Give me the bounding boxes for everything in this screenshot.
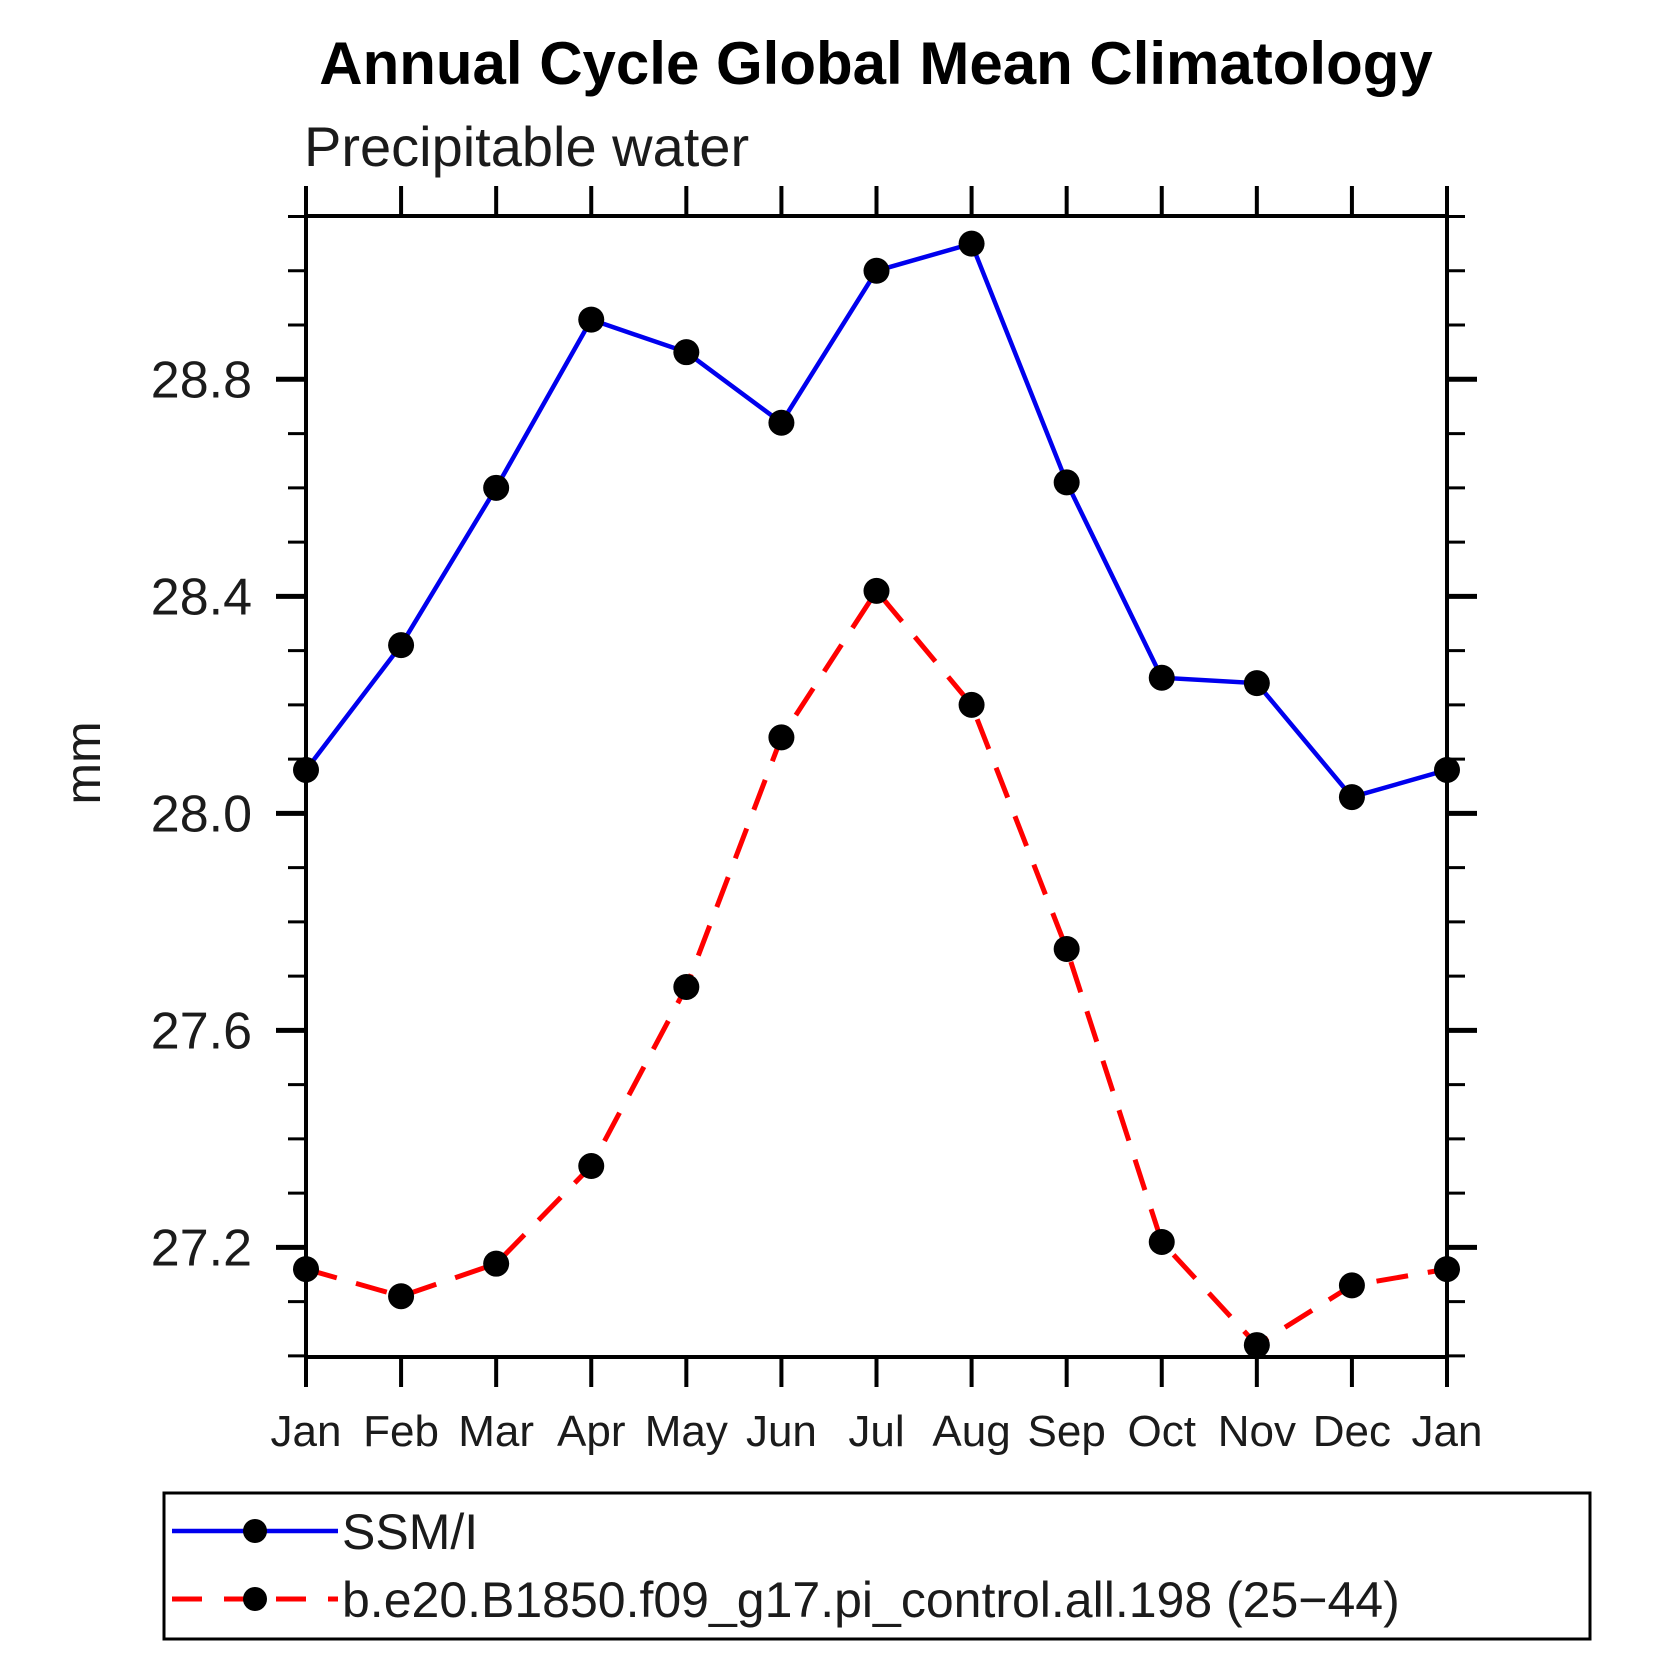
- x-tick-label: Jan: [1412, 1407, 1483, 1456]
- data-point-0: [1053, 469, 1080, 496]
- data-point-0: [483, 474, 510, 501]
- data-point-0: [1243, 670, 1270, 697]
- data-point-1: [1243, 1332, 1270, 1359]
- data-point-1: [673, 973, 700, 1000]
- data-point-1: [1053, 935, 1080, 962]
- y-tick-label: 27.2: [151, 1219, 252, 1277]
- series-line-0: [304, 240, 1448, 800]
- data-point-1: [578, 1153, 605, 1180]
- legend-box: [162, 1491, 1592, 1641]
- legend-label-ssmi: SSM/I: [342, 1504, 478, 1560]
- legend-label-model: b.e20.B1850.f09_g17.pi_control.all.198 (…: [342, 1572, 1400, 1628]
- x-tick-label: Nov: [1218, 1407, 1296, 1456]
- x-tick-label: Oct: [1128, 1407, 1196, 1456]
- x-tick-label: Apr: [557, 1407, 625, 1456]
- chart-subtitle: Precipitable water: [304, 115, 749, 178]
- legend-marker-model: [243, 1587, 267, 1611]
- data-point-0: [388, 632, 415, 659]
- data-point-0: [1434, 756, 1460, 783]
- data-point-0: [578, 306, 605, 333]
- data-point-0: [958, 230, 985, 257]
- data-point-1: [1338, 1272, 1365, 1299]
- data-point-0: [673, 339, 700, 366]
- data-point-0: [1148, 664, 1175, 691]
- y-tick-labels: 27.2 27.6 28.0 28.4 28.8: [151, 351, 252, 1277]
- x-tick-label: Jan: [271, 1407, 342, 1456]
- data-point-1: [958, 691, 985, 718]
- axis-ticks: [276, 186, 1477, 1387]
- x-tick-label: Feb: [363, 1407, 439, 1456]
- data-point-1: [863, 577, 890, 604]
- data-point-0: [863, 257, 890, 284]
- data-series: [293, 230, 1460, 1359]
- data-point-1: [1148, 1228, 1175, 1255]
- data-point-0: [293, 756, 319, 783]
- data-point-1: [388, 1283, 415, 1310]
- x-tick-label: Sep: [1028, 1407, 1106, 1456]
- data-point-0: [1338, 784, 1365, 811]
- data-point-1: [293, 1256, 319, 1283]
- data-point-1: [768, 724, 795, 751]
- data-point-1: [1434, 1256, 1460, 1283]
- y-tick-label: 28.8: [151, 351, 252, 409]
- legend-marker-ssmi: [243, 1519, 267, 1543]
- legend: SSM/I b.e20.B1850.f09_g17.pi_control.all…: [162, 1491, 1592, 1641]
- y-axis-label: mm: [55, 721, 111, 804]
- x-tick-labels: Jan Feb Mar Apr May Jun Jul Aug Sep Oct Nov Dec Jan: [271, 1407, 1483, 1456]
- x-tick-label: Mar: [458, 1407, 534, 1456]
- x-tick-label: May: [645, 1407, 728, 1456]
- data-point-0: [768, 409, 795, 436]
- x-tick-label: Jul: [848, 1407, 904, 1456]
- y-tick-label: 28.4: [151, 568, 252, 626]
- y-tick-label: 27.6: [151, 1002, 252, 1060]
- x-tick-label: Jun: [746, 1407, 817, 1456]
- y-tick-label: 28.0: [151, 785, 252, 843]
- plot-frame: [304, 214, 1449, 1359]
- x-tick-label: Aug: [932, 1407, 1010, 1456]
- chart-title: Annual Cycle Global Mean Climatology: [319, 30, 1433, 97]
- data-point-1: [483, 1250, 510, 1277]
- x-tick-label: Dec: [1313, 1407, 1391, 1456]
